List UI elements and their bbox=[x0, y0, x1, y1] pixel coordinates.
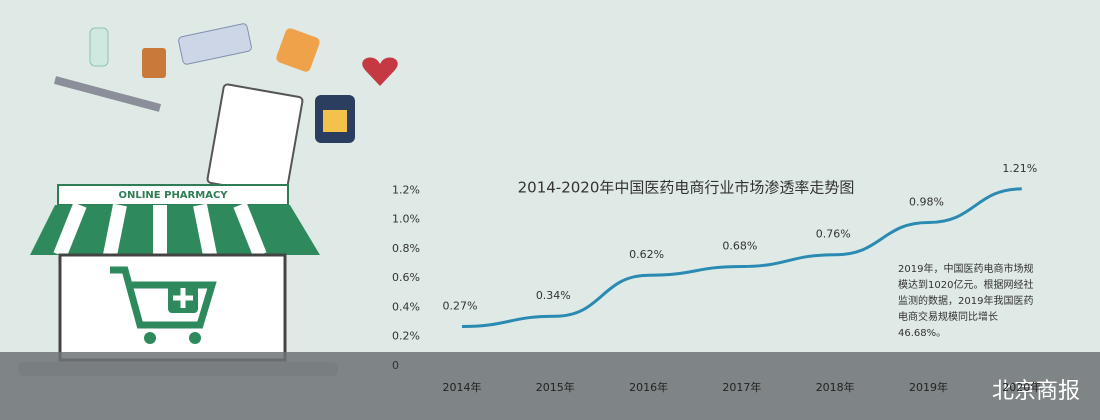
x-tick-label: 2019年 bbox=[909, 380, 948, 394]
y-tick-label: 0.4% bbox=[392, 300, 420, 313]
value-label: 0.34% bbox=[536, 289, 571, 302]
x-tick-label: 2020年 bbox=[1002, 380, 1041, 394]
bottom-band bbox=[0, 352, 1100, 420]
value-label: 0.27% bbox=[443, 299, 478, 312]
y-tick-label: 0.2% bbox=[392, 330, 420, 343]
illustration-label: ONLINE PHARMACY bbox=[118, 190, 228, 201]
y-tick-label: 1.2% bbox=[392, 183, 420, 196]
value-label: 0.76% bbox=[816, 228, 851, 241]
annotation: 2019年，中国医药电商市场规模达到1020亿元。根据网经社监测的数据，2019… bbox=[898, 264, 1034, 339]
x-tick-label: 2014年 bbox=[443, 380, 482, 394]
x-tick-label: 2018年 bbox=[816, 380, 855, 394]
x-tick-label: 2015年 bbox=[536, 380, 575, 394]
x-tick-label: 2016年 bbox=[629, 380, 668, 394]
value-label: 1.21% bbox=[1002, 162, 1037, 175]
y-tick-label: 0.6% bbox=[392, 271, 420, 284]
y-tick-label: 1.0% bbox=[392, 213, 420, 226]
y-tick-label: 0 bbox=[392, 359, 399, 372]
watermark: 北京商报 bbox=[992, 379, 1080, 404]
value-label: 0.98% bbox=[909, 196, 944, 209]
value-label: 0.68% bbox=[722, 239, 757, 252]
chart-title: 2014-2020年中国医药电商行业市场渗透率走势图 bbox=[518, 179, 855, 197]
value-label: 0.62% bbox=[629, 248, 664, 261]
x-tick-label: 2017年 bbox=[722, 380, 761, 394]
line bbox=[461, 187, 1022, 328]
illustration: ONLINE PHARMACY bbox=[18, 23, 398, 376]
y-tick-label: 0.8% bbox=[392, 242, 420, 255]
